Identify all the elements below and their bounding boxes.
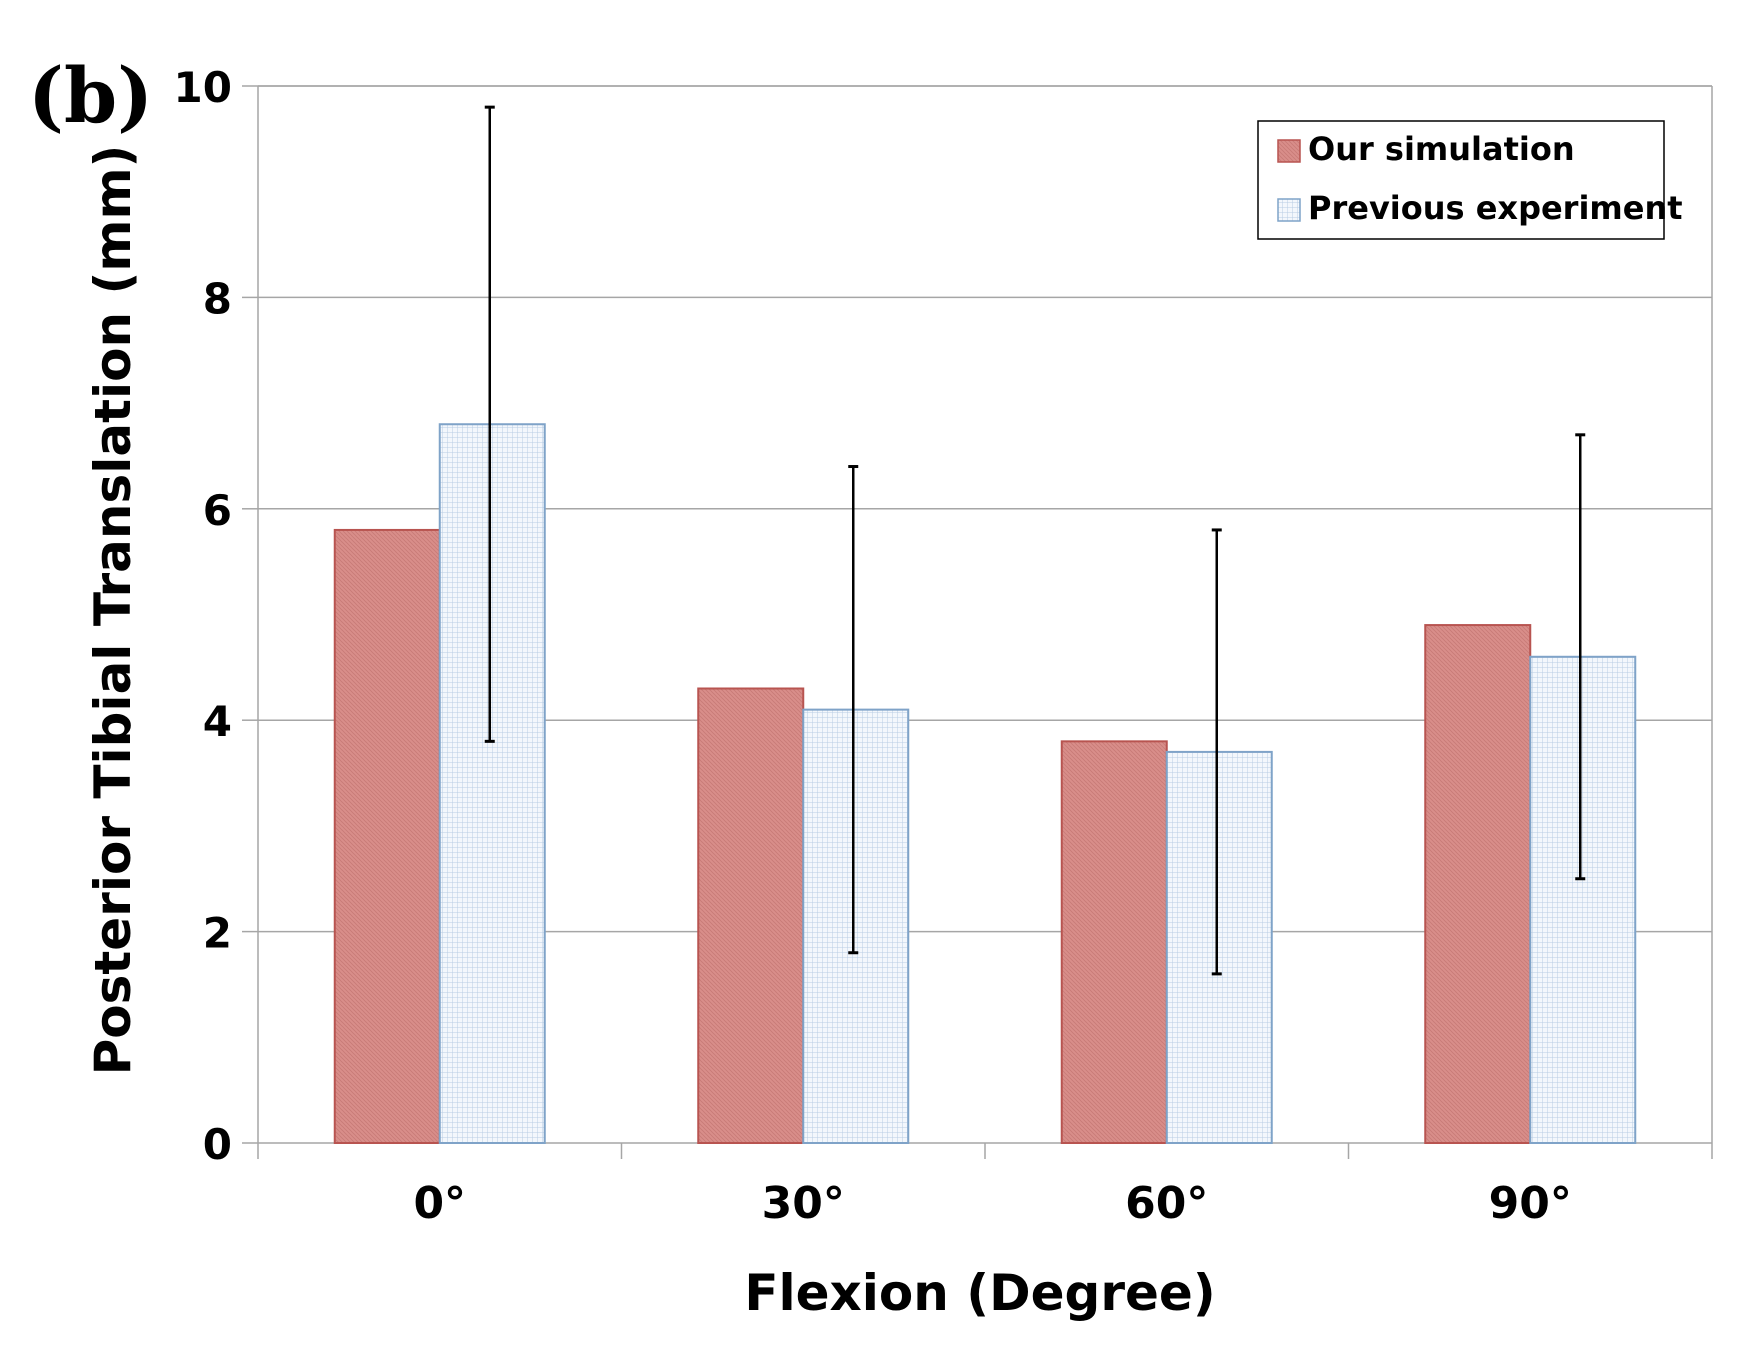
y-axis-title: Posterior Tibial Translation (mm) <box>84 145 142 1076</box>
legend-label-our-simulation: Our simulation <box>1308 130 1575 168</box>
legend-box <box>1257 120 1665 240</box>
x-tick-label: 60° <box>1125 1178 1208 1229</box>
x-tick-label: 0° <box>413 1178 466 1229</box>
x-tick-label: 30° <box>762 1178 845 1229</box>
legend-swatch-our-simulation <box>1277 139 1301 163</box>
bar-previous-experiment-1 <box>802 708 910 1144</box>
error-bars <box>484 105 1586 976</box>
x-tick-label: 90° <box>1489 1178 1572 1229</box>
y-tick-label: 4 <box>203 697 232 746</box>
bar-our-simulation-1 <box>697 687 805 1144</box>
y-tick-label: 10 <box>174 63 232 112</box>
legend: Our simulation Previous experiment <box>1257 120 1683 240</box>
bar-previous-experiment-3 <box>1529 655 1637 1145</box>
y-tick-label: 0 <box>203 1120 232 1169</box>
bar-our-simulation-0 <box>333 528 441 1144</box>
legend-swatch-previous-experiment <box>1277 198 1301 222</box>
tick-labels: 0 2 4 6 8 10 0° 30° 60° 90° <box>174 63 1572 1229</box>
bars <box>333 423 1637 1145</box>
legend-label-previous-experiment: Previous experiment <box>1308 189 1683 227</box>
bar-previous-experiment-2 <box>1165 750 1273 1144</box>
y-tick-label: 6 <box>203 486 232 535</box>
panel-label: (b) <box>28 51 153 140</box>
y-tick-label: 2 <box>203 909 232 958</box>
bar-our-simulation-2 <box>1060 740 1168 1145</box>
y-tick-label: 8 <box>203 274 232 323</box>
bar-our-simulation-3 <box>1424 624 1532 1144</box>
x-axis-title: Flexion (Degree) <box>744 1264 1215 1322</box>
bar-previous-experiment-0 <box>438 423 546 1144</box>
